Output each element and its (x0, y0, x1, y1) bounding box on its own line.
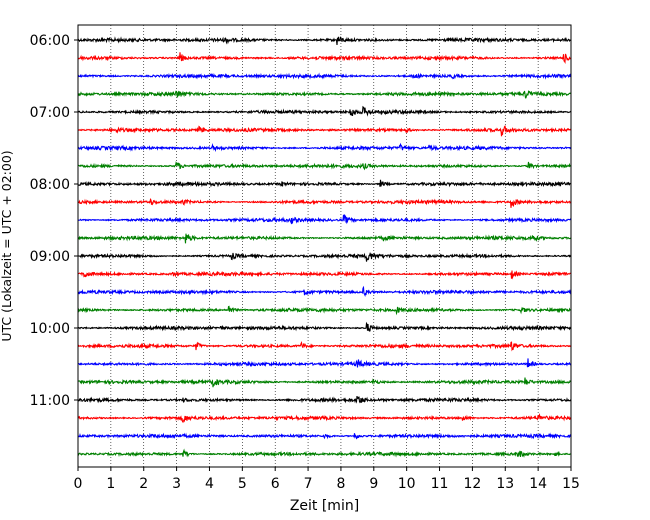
trace-1030 (77, 358, 572, 368)
trace-0615 (77, 52, 572, 65)
trace-1015 (77, 341, 572, 352)
trace-0700 (77, 105, 572, 117)
trace-0845 (77, 233, 572, 244)
x-tick-label: 15 (562, 476, 580, 492)
x-tick-label: 4 (205, 476, 214, 492)
trace-1130 (77, 432, 572, 440)
x-tick-label: 11 (431, 476, 449, 492)
trace-0915 (77, 270, 572, 280)
x-tick-label: 12 (463, 476, 481, 492)
x-tick-label: 3 (172, 476, 181, 492)
trace-1115 (77, 413, 572, 424)
trace-1100 (77, 395, 572, 404)
trace-0745 (77, 161, 572, 171)
trace-1000 (77, 321, 572, 332)
trace-1145 (77, 448, 572, 458)
trace-0645 (77, 90, 572, 99)
x-axis-label: Zeit [min] (290, 498, 359, 514)
y-tick-label: 07:00 (30, 105, 70, 121)
trace-0830 (77, 214, 572, 225)
x-tick-label: 6 (271, 476, 280, 492)
y-axis-label: UTC (Lokalzeit = UTC + 02:00) (0, 150, 14, 341)
x-tick-label: 10 (398, 476, 416, 492)
x-tick-label: 8 (336, 476, 345, 492)
trace-1045 (77, 377, 572, 388)
x-tick-label: 2 (139, 476, 148, 492)
trace-0945 (77, 305, 572, 316)
y-tick-label: 06:00 (30, 33, 70, 49)
trace-0730 (77, 142, 572, 153)
trace-0800 (77, 179, 572, 188)
trace-0815 (77, 198, 572, 208)
trace-0600 (77, 36, 572, 46)
x-tick-label: 14 (529, 476, 547, 492)
y-axis-ticks: 06:00 07:00 08:00 09:00 10:00 11:00 (30, 33, 78, 409)
x-tick-label: 13 (496, 476, 514, 492)
x-axis-ticks: 0 1 2 3 4 5 6 7 8 9 10 11 12 13 14 15 (74, 467, 580, 492)
seismic-traces (77, 36, 572, 458)
x-tick-label: 5 (238, 476, 247, 492)
y-tick-label: 10:00 (30, 321, 70, 337)
trace-0630 (77, 72, 572, 80)
y-tick-label: 08:00 (30, 177, 70, 193)
plot-frame (77, 24, 572, 468)
trace-0900 (77, 251, 572, 262)
x-tick-label: 9 (369, 476, 378, 492)
x-tick-label: 7 (304, 476, 313, 492)
trace-0715 (77, 125, 572, 137)
x-tick-label: 1 (106, 476, 115, 492)
trace-0930 (77, 285, 572, 297)
y-tick-label: 11:00 (30, 393, 70, 409)
y-tick-label: 09:00 (30, 249, 70, 265)
x-tick-label: 0 (74, 476, 83, 492)
